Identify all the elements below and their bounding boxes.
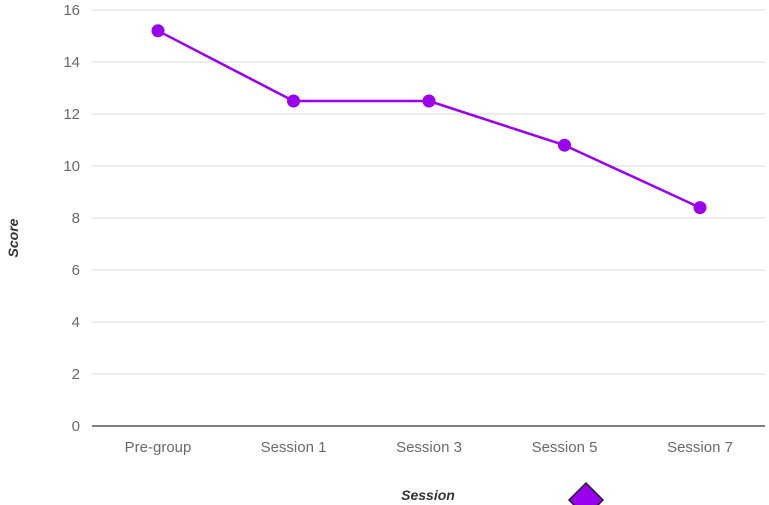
y-axis-title: Score xyxy=(5,218,21,257)
data-point xyxy=(693,201,707,215)
y-tick-label: 16 xyxy=(63,2,80,19)
diamond-icon xyxy=(567,481,605,505)
data-point xyxy=(151,24,165,38)
data-point xyxy=(287,94,300,108)
series-layer xyxy=(151,24,707,215)
data-point xyxy=(558,138,571,152)
x-tick-label: Session 3 xyxy=(396,439,462,456)
y-tick-label: 2 xyxy=(72,366,80,383)
y-tick-label: 12 xyxy=(63,106,80,123)
x-tick-label: Pre-group xyxy=(125,439,192,456)
x-tick-label: Session 5 xyxy=(532,439,598,456)
y-axis-ticks: 0 2 4 6 8 10 12 14 16 xyxy=(63,2,80,435)
x-axis-ticks: Pre-group Session 1 Session 3 Session 5 Sess… xyxy=(125,439,733,456)
y-tick-label: 0 xyxy=(72,418,80,435)
gridlines xyxy=(92,9,765,427)
x-tick-label: Session 7 xyxy=(667,439,733,456)
y-tick-label: 10 xyxy=(63,158,80,175)
y-tick-label: 4 xyxy=(72,314,80,331)
y-tick-label: 8 xyxy=(72,210,80,227)
data-point xyxy=(422,94,436,108)
series-line xyxy=(157,29,701,209)
y-tick-label: 14 xyxy=(63,54,80,71)
y-tick-label: 6 xyxy=(72,262,80,279)
x-tick-label: Session 1 xyxy=(261,439,327,456)
x-axis-title: Session xyxy=(401,487,455,503)
